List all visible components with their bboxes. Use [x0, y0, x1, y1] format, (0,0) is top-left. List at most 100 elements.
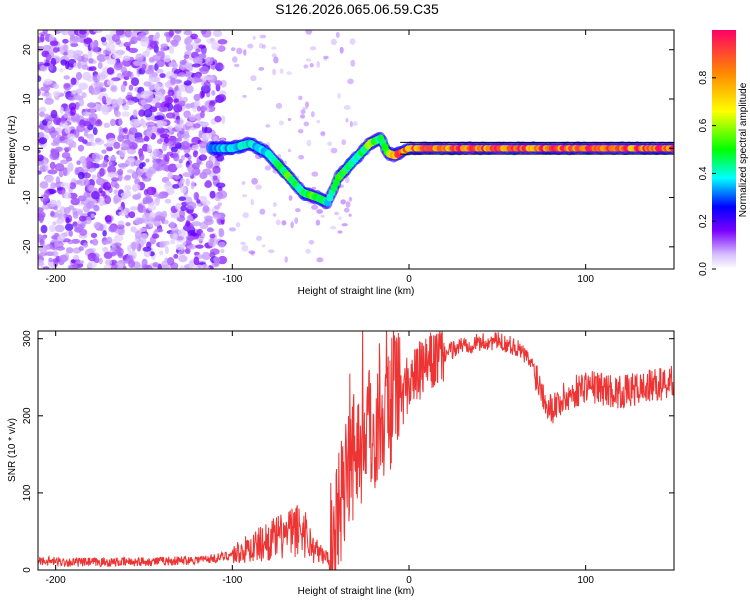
heatmap-speckle	[339, 46, 344, 54]
heatmap-speckle	[129, 118, 140, 128]
heatmap-speckle	[43, 189, 50, 199]
heatmap-speckle	[273, 56, 279, 64]
heatmap-speckle	[217, 255, 228, 265]
heatmap-speckle	[43, 62, 51, 67]
heatmap-speckle	[114, 110, 121, 118]
heatmap-speckle	[341, 139, 347, 146]
heatmap-speckle	[154, 115, 165, 121]
heatmap-speckle	[134, 230, 142, 240]
heatmap-speckle	[67, 96, 76, 101]
heatmap-speckle	[40, 64, 48, 72]
heatmap-speckle	[149, 40, 158, 49]
heatmap-speckle	[159, 240, 167, 248]
heatmap-speckle	[218, 241, 226, 248]
heatmap-speckle	[120, 83, 126, 93]
heatmap-speckle	[42, 203, 51, 210]
heatmap-speckle	[178, 72, 186, 78]
heatmap-speckle	[261, 244, 266, 248]
heatmap-speckle	[196, 105, 202, 112]
heatmap-speckle	[154, 228, 164, 233]
heatmap-speckle	[259, 34, 267, 39]
heatmap-speckle	[202, 205, 210, 213]
heatmap-speckle	[126, 169, 135, 174]
heatmap-speckle	[316, 257, 324, 263]
heatmap-speckle	[92, 238, 98, 246]
heatmap-speckle	[170, 146, 178, 153]
heatmap-speckle	[241, 181, 246, 185]
heatmap-speckle	[122, 55, 131, 62]
heatmap-speckle	[60, 159, 69, 165]
heatmap-speckle	[198, 44, 206, 49]
heatmap-speckle	[212, 175, 218, 181]
heatmap-speckle	[272, 68, 277, 76]
heatmap-speckle	[94, 255, 99, 263]
heatmap-speckle	[98, 163, 108, 168]
heatmap-speckle	[66, 49, 76, 59]
heatmap-speckle	[48, 261, 54, 269]
heatmap-speckle	[106, 58, 117, 65]
heatmap-speckle	[73, 53, 82, 61]
heatmap-speckle	[316, 209, 323, 214]
heatmap-speckle	[120, 143, 129, 148]
heatmap-speckle	[306, 139, 312, 147]
heatmap-speckle	[341, 223, 348, 227]
heatmap-speckle	[190, 33, 198, 40]
heatmap-speckle	[302, 106, 308, 110]
heatmap-speckle	[194, 99, 199, 107]
heatmap-speckle	[243, 49, 247, 56]
heatmap-speckle	[208, 101, 216, 107]
heatmap-speckle	[178, 100, 186, 107]
colorbar-tick-label: 0.0	[698, 262, 709, 276]
heatmap-speckle	[281, 220, 287, 226]
heatmap-speckle	[49, 224, 56, 233]
heatmap-speckle	[334, 211, 339, 216]
heatmap-speckle	[192, 106, 197, 113]
heatmap-speckle	[68, 102, 77, 111]
heatmap-speckle	[154, 83, 160, 92]
heatmap-speckle	[51, 141, 60, 147]
heatmap-speckle	[349, 38, 356, 45]
heatmap-speckle	[94, 137, 102, 143]
heatmap-speckle	[103, 264, 113, 269]
heatmap-speckle	[82, 204, 91, 213]
colorbar-gradient	[712, 30, 736, 269]
heatmap-y-axis-label: Frequency (Hz)	[7, 116, 18, 185]
heatmap-speckle	[50, 132, 57, 139]
heatmap-speckle	[352, 121, 358, 127]
snr-plot-area	[38, 331, 674, 570]
heatmap-speckle	[75, 88, 83, 95]
heatmap-speckle	[91, 191, 100, 200]
heatmap-speckle	[173, 152, 180, 162]
heatmap-speckle	[128, 133, 135, 142]
heatmap-speckle	[43, 78, 53, 85]
heatmap-speckle	[111, 34, 120, 42]
heatmap-speckle	[59, 206, 66, 215]
heatmap-speckle	[124, 160, 130, 167]
heatmap-speckle	[38, 137, 48, 145]
heatmap-speckle	[50, 210, 55, 217]
heatmap-speckle	[180, 133, 191, 139]
heatmap-speckle	[169, 221, 176, 228]
heatmap-speckle	[65, 247, 74, 254]
heatmap-speckle	[38, 75, 42, 83]
heatmap-speckle	[186, 201, 197, 210]
heatmap-speckle	[151, 233, 160, 239]
heatmap-speckle	[128, 211, 136, 219]
heatmap-speckle	[153, 148, 160, 157]
heatmap-speckle	[130, 36, 138, 45]
heatmap-speckle	[170, 239, 176, 245]
heatmap-speckle	[78, 215, 87, 222]
heatmap-speckle	[164, 198, 172, 204]
heatmap-speckle	[127, 245, 132, 253]
heatmap-speckle	[209, 236, 215, 245]
heatmap-speckle	[95, 178, 103, 185]
heatmap-speckle	[168, 45, 175, 54]
heatmap-speckle	[191, 77, 199, 84]
heatmap-speckle	[43, 266, 50, 269]
heatmap-speckle	[261, 44, 266, 49]
heatmap-speckle	[155, 102, 162, 109]
heatmap-speckle	[71, 238, 81, 244]
heatmap-speckle	[110, 84, 118, 93]
heatmap-speckle	[240, 241, 246, 245]
heatmap-speckle	[53, 260, 58, 268]
